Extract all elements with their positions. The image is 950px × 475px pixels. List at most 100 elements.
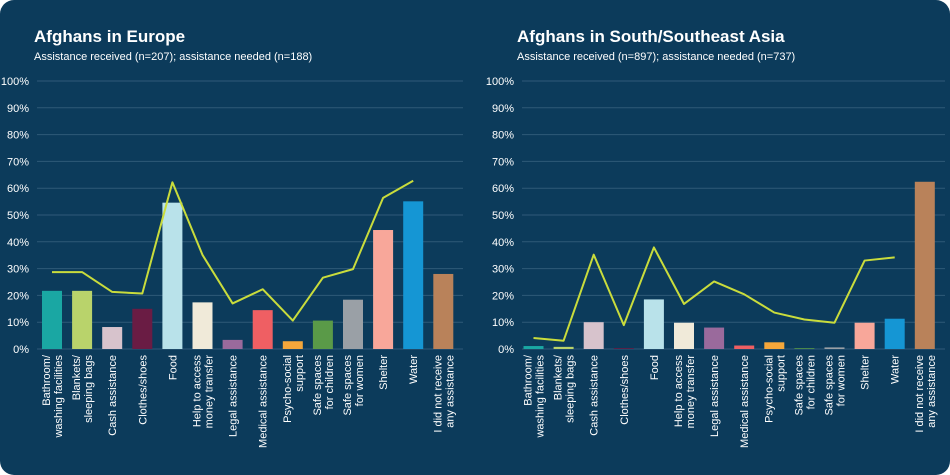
europe-x-tick-label: Food (167, 355, 179, 380)
europe-bar (102, 327, 123, 349)
europe-x-tick-label: Safe spacesfor women (342, 355, 366, 416)
europe-chart-title: Afghans in Europe (34, 27, 186, 46)
europe-y-tick-label: 10% (7, 317, 29, 329)
europe-x-tick-label: Medical assistance (258, 355, 270, 448)
asia-x-tick-label-line: Psycho-social (763, 355, 775, 423)
asia-x-tick-label: Legal assistance (709, 355, 721, 437)
europe-x-tick-label-line: Water (408, 355, 420, 384)
europe-bar (42, 290, 62, 349)
europe-x-tick-label: Shelter (378, 355, 390, 390)
asia-x-tick-label-line: Legal assistance (709, 355, 721, 437)
europe-y-tick-label: 100% (1, 76, 29, 88)
asia-x-tick-label: Bathroom/washing facilities (523, 354, 547, 438)
europe-x-tick-label: I did not receiveany assistance (432, 355, 456, 433)
europe-x-tick-label-line: Bathroom/ (41, 354, 53, 406)
europe-bar (312, 320, 333, 349)
europe-x-tick-label-line: Food (167, 355, 179, 380)
europe-bar (192, 302, 213, 349)
asia-x-tick-label-line: any assistance (926, 355, 938, 428)
europe-x-tick-label: Legal assistance (228, 355, 240, 437)
europe-bar (162, 202, 183, 349)
asia-x-tick-label-line: money transfer (685, 355, 697, 429)
asia-bar (643, 299, 664, 349)
asia-chart-title: Afghans in South/Southeast Asia (517, 27, 785, 46)
europe-bar (373, 230, 394, 349)
asia-bar (764, 342, 785, 349)
europe-x-tick-label-line: washing facilities (53, 355, 65, 439)
europe-x-tick-label-line: Safe spaces (312, 355, 324, 416)
asia-x-tick-label-line: for children (805, 355, 817, 409)
asia-x-tick-label: Blankets/sleeping bags (553, 354, 577, 423)
europe-x-tick-label-line: Blankets/ (71, 354, 83, 400)
europe-y-tick-label: 40% (7, 237, 29, 249)
europe-y-tick-label: 60% (7, 183, 29, 195)
asia-bar (734, 345, 755, 349)
europe-x-tick-label-line: Shelter (378, 355, 390, 390)
asia-x-tick-label: Medical assistance (739, 355, 751, 448)
europe-x-tick-label: Bathroom/washing facilities (41, 354, 65, 438)
europe-x-tick-label-line: Cash assistance (107, 355, 119, 436)
europe-bar (282, 341, 303, 349)
asia-y-tick-label: 40% (492, 237, 514, 249)
europe-x-tick-label: Safe spacesfor children (312, 355, 336, 416)
asia-bar (854, 322, 875, 349)
europe-needed-line (52, 179, 414, 322)
europe-x-tick-label-line: for children (324, 355, 336, 409)
asia-y-tick-label: 20% (492, 290, 514, 302)
europe-x-tick-label: Water (408, 355, 420, 384)
europe-x-tick-label-line: I did not receive (432, 355, 444, 433)
asia-y-tick-label: 70% (492, 156, 514, 168)
asia-x-tick-label-line: Medical assistance (739, 355, 751, 448)
asia-x-tick-label-line: Safe spaces (824, 355, 836, 416)
asia-x-tick-label-line: Food (649, 355, 661, 380)
europe-x-tick-label-line: Medical assistance (258, 355, 270, 448)
europe-y-tick-label: 70% (7, 156, 29, 168)
asia-y-tick-label: 10% (492, 317, 514, 329)
europe-y-tick-label: 20% (7, 290, 29, 302)
europe-chart-subtitle: Assistance received (n=207); assistance … (34, 51, 313, 63)
asia-bar (884, 318, 905, 349)
europe-x-tick-label-line: Legal assistance (228, 355, 240, 437)
asia-x-tick-label-line: Water (890, 355, 902, 384)
asia-x-tick-label: I did not receiveany assistance (914, 355, 938, 433)
asia-x-tick-label-line: sleeping bags (565, 355, 577, 423)
europe-x-tick-label: Help to accessmoney transfer (192, 355, 216, 429)
asia-x-tick-label: Cash assistance (589, 355, 601, 436)
asia-bar (523, 346, 544, 349)
asia-x-tick-label-line: Help to access (673, 355, 685, 428)
asia-chart-svg: 0% 10% 20% 30% 40% 50% 60% 70% 80% 90% 100% Bathroo… (486, 76, 945, 448)
europe-y-tick-label: 50% (7, 210, 29, 222)
europe-bar (72, 290, 93, 349)
europe-x-tick-label-line: Safe spaces (342, 355, 354, 416)
asia-x-tick-label: Clothes/shoes (619, 355, 631, 425)
europe-y-tick-label: 90% (7, 103, 29, 115)
asia-x-tick-label-line: Blankets/ (553, 354, 565, 400)
asia-y-tick-label: 100% (486, 76, 514, 88)
europe-y-tick-label: 0% (13, 344, 29, 356)
asia-chart-subtitle: Assistance received (n=897); assistance … (517, 51, 796, 63)
europe-x-tick-label-line: support (294, 355, 306, 392)
asia-x-tick-label-line: Cash assistance (589, 355, 601, 436)
asia-bar (704, 327, 725, 349)
asia-x-tick-label-line: Safe spaces (793, 355, 805, 416)
asia-bar (824, 347, 845, 349)
asia-x-tick-label: Shelter (860, 355, 872, 390)
asia-x-tick-label: Safe spacesfor children (793, 355, 817, 416)
europe-x-tick-label: Cash assistance (107, 355, 119, 436)
asia-x-tick-label: Food (649, 355, 661, 380)
europe-x-tick-label-line: Psycho-social (282, 355, 294, 423)
asia-y-tick-label: 0% (498, 344, 514, 356)
europe-x-tick-label-line: any assistance (444, 355, 456, 428)
asia-bar (553, 346, 574, 349)
asia-x-tick-label: Safe spacesfor women (824, 355, 848, 416)
europe-y-tick-label: 30% (7, 264, 29, 276)
asia-bar (794, 348, 815, 349)
asia-needed-line (533, 246, 895, 342)
europe-x-tick-label-line: sleeping bags (83, 355, 95, 423)
europe-y-tick-label: 80% (7, 130, 29, 142)
europe-x-tick-label: Psycho-socialsupport (282, 355, 306, 423)
europe-x-tick-label: Blankets/sleeping bags (71, 354, 95, 423)
asia-x-tick-label: Water (890, 355, 902, 384)
europe-x-tick-label-line: Help to access (192, 355, 204, 428)
europe-x-tick-label-line: for women (354, 355, 366, 406)
